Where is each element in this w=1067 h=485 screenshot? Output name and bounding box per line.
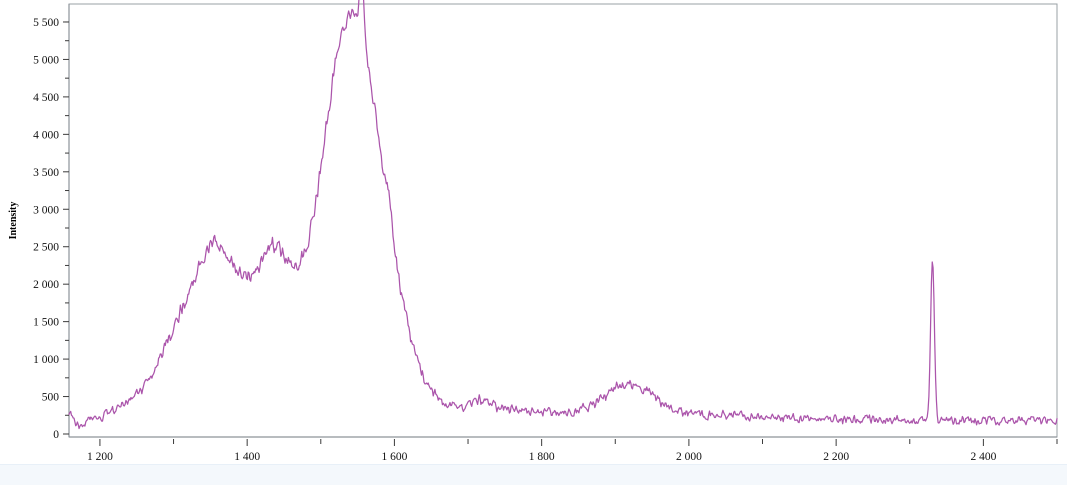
spectrum-trace [68, 0, 1058, 430]
y-tick-label: 4 500 [33, 92, 59, 104]
plot-frame [68, 3, 1058, 438]
y-tick-label: 1 500 [33, 317, 59, 329]
y-tick-label: 5 000 [33, 54, 59, 66]
y-tick-label: 3 000 [33, 204, 59, 216]
y-tick-label: 4 000 [33, 129, 59, 141]
y-axis-ticks [63, 21, 69, 435]
y-tick-label: 3 500 [33, 167, 59, 179]
y-tick-label: 1 000 [33, 354, 59, 366]
x-tick-label: 1 800 [529, 451, 555, 463]
x-tick-label: 2 400 [970, 451, 996, 463]
x-tick-label: 1 200 [87, 451, 113, 463]
y-axis-title: Intensity [8, 202, 19, 240]
x-tick-label: 1 400 [234, 451, 260, 463]
y-tick-label: 500 [42, 392, 60, 404]
y-tick-label: 2 000 [33, 279, 59, 291]
y-tick-label: 0 [53, 429, 59, 441]
spectrum-line [68, 0, 1058, 430]
x-axis-title: Wavenumber(cm-1) [501, 464, 584, 479]
y-tick-label: 2 500 [33, 242, 59, 254]
axis-titles: Intensity Wavenumber(cm-1) [8, 202, 585, 478]
x-tick-label: 2 000 [676, 451, 702, 463]
x-tick-label: 1 600 [381, 451, 407, 463]
y-tick-label: 5 500 [33, 17, 59, 29]
y-axis-tick-labels: 0 500 1 000 1 500 2 000 2 500 3 000 3 500 4 000 4… [33, 17, 59, 441]
x-axis-tick-labels: 1 200 1 400 1 600 1 800 2 000 2 200 2 400 [87, 451, 997, 463]
x-tick-label: 2 200 [823, 451, 849, 463]
x-axis-ticks [99, 439, 1058, 446]
